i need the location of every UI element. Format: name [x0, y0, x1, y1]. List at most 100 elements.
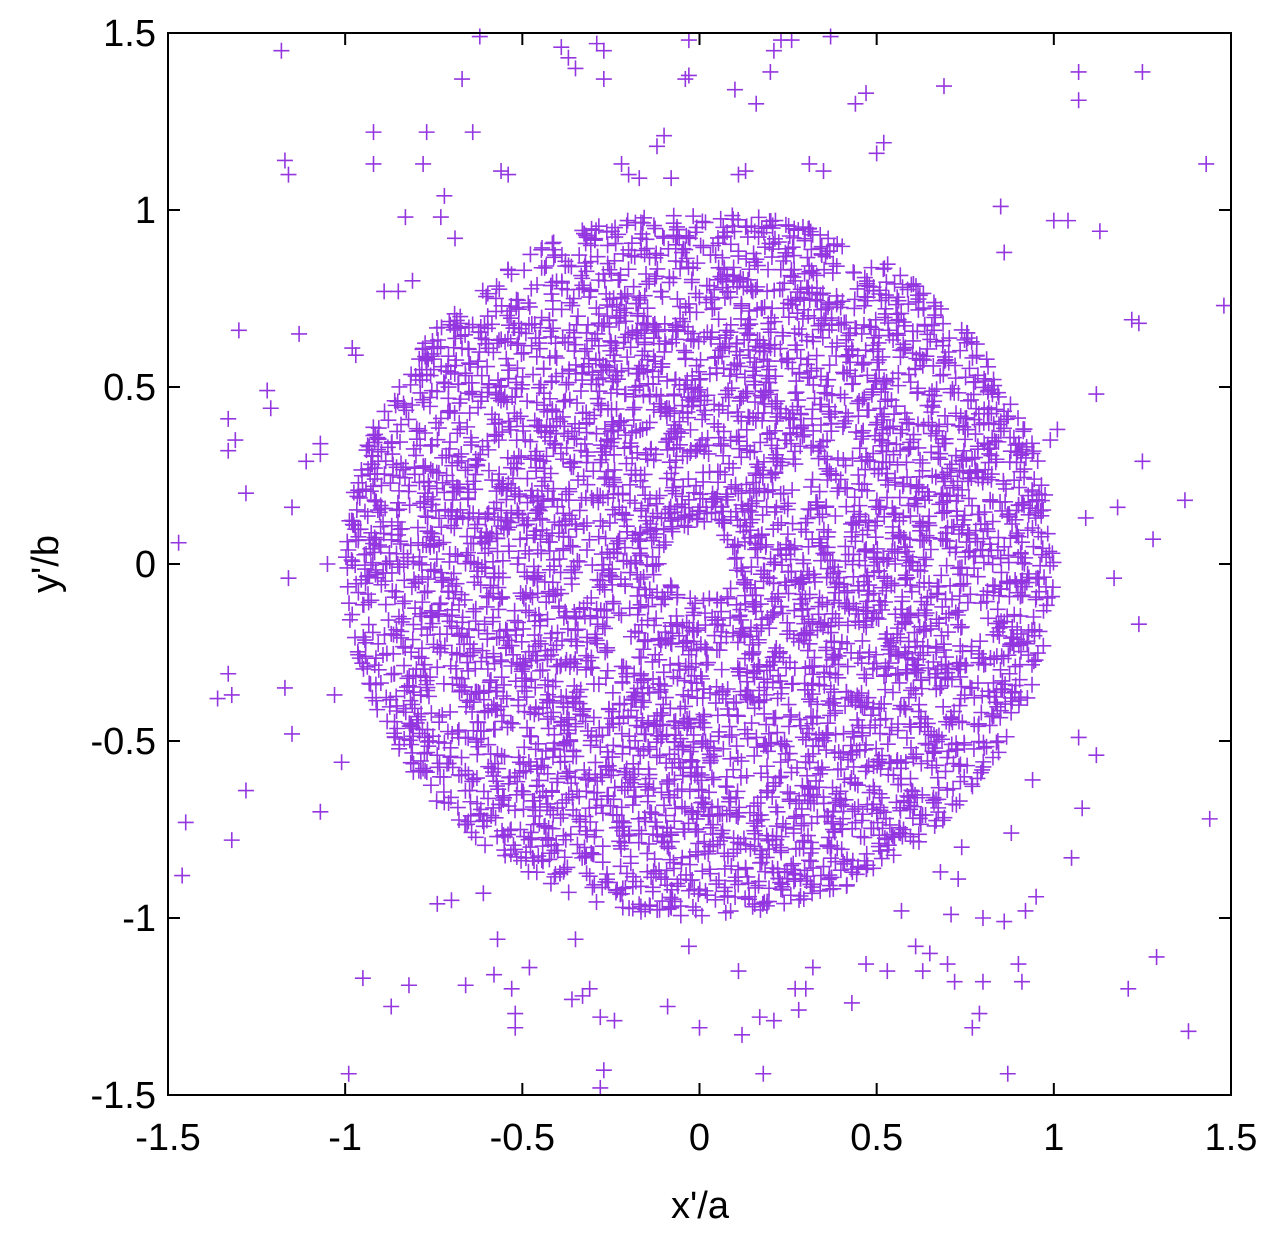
data-point — [891, 674, 908, 691]
data-point — [544, 820, 561, 837]
data-point — [601, 318, 618, 335]
data-point — [798, 624, 815, 641]
data-point — [738, 442, 755, 459]
data-point — [649, 727, 666, 744]
data-point — [894, 478, 911, 495]
data-point — [992, 661, 1009, 678]
data-point — [746, 700, 763, 717]
data-point — [662, 898, 679, 915]
data-point — [437, 501, 454, 518]
data-point — [963, 638, 980, 655]
data-point — [687, 379, 704, 396]
data-point — [485, 585, 502, 602]
data-point — [537, 742, 554, 759]
data-point — [517, 542, 534, 559]
data-point — [654, 716, 671, 733]
data-point — [614, 505, 631, 522]
data-point — [646, 270, 663, 287]
data-point — [569, 659, 586, 676]
data-point — [982, 650, 999, 667]
data-point — [480, 702, 497, 719]
data-point — [560, 334, 577, 351]
data-point — [602, 332, 619, 349]
data-point — [733, 496, 750, 513]
data-point — [730, 808, 747, 825]
data-point — [476, 616, 493, 633]
data-point — [990, 587, 1007, 604]
data-point — [989, 733, 1006, 750]
data-point — [612, 267, 629, 284]
data-point — [722, 609, 739, 626]
data-point — [641, 386, 658, 403]
data-point — [554, 365, 571, 382]
data-point — [438, 447, 455, 464]
data-point — [674, 798, 691, 815]
data-point — [1044, 588, 1061, 605]
data-point — [981, 717, 998, 734]
data-point — [849, 711, 866, 728]
data-point — [824, 605, 841, 622]
data-point — [900, 296, 917, 313]
data-point — [544, 490, 561, 507]
data-point — [762, 735, 779, 752]
data-point — [1027, 591, 1044, 608]
data-point — [442, 703, 459, 720]
data-point — [554, 632, 571, 649]
data-point — [566, 343, 583, 360]
data-point — [932, 445, 949, 462]
data-point — [614, 899, 631, 916]
data-point — [444, 457, 461, 474]
data-point — [490, 414, 507, 431]
data-point — [883, 719, 900, 736]
data-point — [419, 509, 436, 526]
data-point — [981, 445, 998, 462]
data-point — [421, 732, 438, 749]
data-point — [644, 879, 661, 896]
data-point — [425, 361, 442, 378]
data-point — [789, 341, 806, 358]
data-point — [536, 469, 553, 486]
data-point — [457, 462, 474, 479]
data-point — [356, 561, 373, 578]
data-point — [970, 470, 987, 487]
data-point — [709, 229, 726, 246]
data-point — [661, 274, 678, 291]
data-point — [959, 524, 976, 541]
data-point — [704, 493, 721, 510]
data-point — [478, 649, 495, 666]
data-point — [908, 664, 925, 681]
data-point — [863, 386, 880, 403]
data-point — [516, 262, 533, 279]
data-point — [623, 424, 640, 441]
data-point — [683, 768, 700, 785]
data-point — [708, 360, 725, 377]
data-point — [999, 573, 1016, 590]
data-point — [549, 770, 566, 787]
data-point — [473, 367, 490, 384]
data-point — [973, 704, 990, 721]
data-point — [936, 809, 953, 826]
data-point — [850, 408, 867, 425]
data-point — [519, 470, 536, 487]
data-point — [766, 503, 783, 520]
data-point — [848, 320, 865, 337]
data-point — [496, 789, 513, 806]
data-point — [932, 680, 949, 697]
data-point — [647, 814, 664, 831]
data-point — [719, 590, 736, 607]
data-point — [1004, 515, 1021, 532]
data-point — [805, 437, 822, 454]
data-point — [645, 319, 662, 336]
data-point — [714, 279, 731, 296]
data-point — [1024, 435, 1041, 452]
data-point — [750, 527, 767, 544]
data-point — [674, 244, 691, 261]
data-point — [652, 681, 669, 698]
data-point — [725, 624, 742, 641]
data-point — [669, 617, 686, 634]
data-point — [832, 386, 849, 403]
data-point — [516, 683, 533, 700]
data-point — [346, 629, 363, 646]
data-point — [947, 357, 964, 374]
data-point — [983, 466, 1000, 483]
